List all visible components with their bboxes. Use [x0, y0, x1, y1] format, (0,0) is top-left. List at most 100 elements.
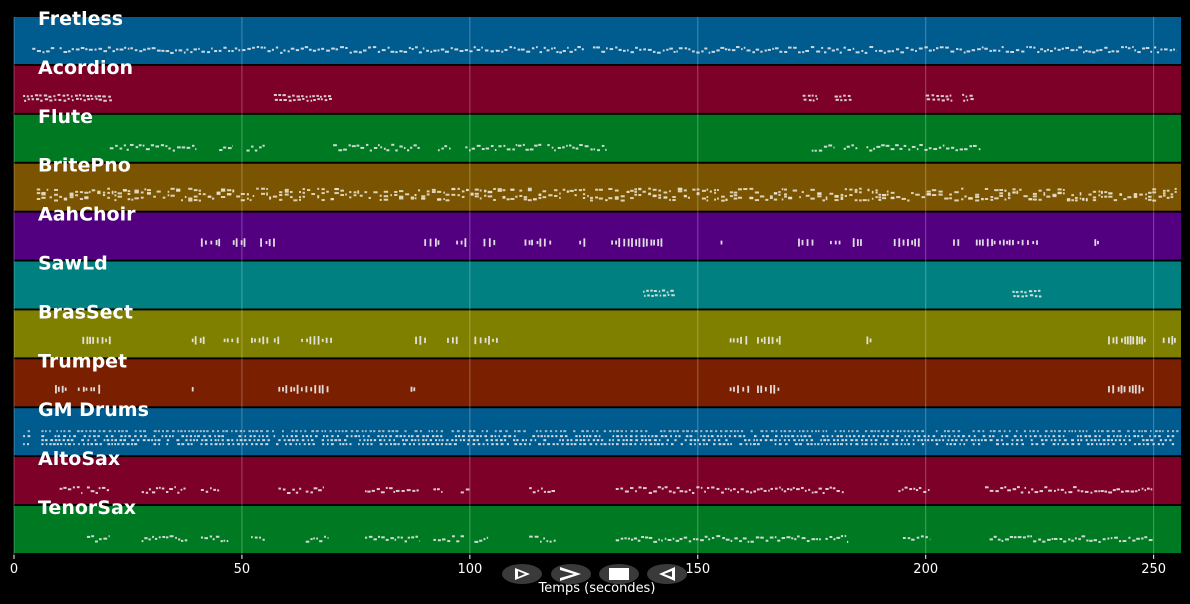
note-segment: [474, 336, 487, 345]
x-tick-label: 100: [457, 562, 482, 577]
note-segment: [191, 336, 205, 345]
track-label: GM Drums: [38, 399, 149, 421]
forward-button[interactable]: [551, 564, 591, 584]
button-background: [502, 564, 542, 584]
note-segment: [474, 536, 489, 543]
track-band-sawld: [14, 261, 1181, 309]
note-segment: [579, 238, 586, 247]
note-segment: [86, 486, 110, 494]
x-tick-label: 200: [913, 562, 938, 577]
x-tick-label: 150: [685, 562, 710, 577]
note-segment: [260, 238, 275, 247]
note-segment: [529, 487, 555, 494]
note-segment: [301, 336, 332, 345]
note-segment: [219, 144, 233, 152]
note-segment: [273, 93, 332, 102]
note-segment: [1012, 289, 1042, 298]
note-segment: [615, 486, 680, 494]
track-label: Flute: [38, 106, 93, 128]
track-label: BritePno: [38, 155, 131, 177]
note-segment: [59, 46, 584, 54]
note-segment: [77, 384, 101, 394]
note-segment: [729, 385, 750, 394]
note-segment: [757, 336, 781, 345]
x-tick-label: 0: [10, 562, 18, 577]
note-segment: [483, 238, 496, 247]
note-segment: [424, 238, 440, 247]
note-segment: [829, 240, 841, 245]
note-segment: [415, 335, 426, 345]
track-label: TenorSax: [38, 497, 136, 519]
button-background: [647, 564, 687, 584]
playback-controls: [502, 564, 687, 584]
notes-layer: [23, 45, 1179, 543]
track-label: SawLd: [38, 253, 108, 275]
note-segment: [488, 336, 498, 345]
note-segment: [456, 238, 467, 247]
note-segment: [989, 535, 1154, 543]
note-segment: [246, 144, 265, 152]
note-segment: [962, 93, 974, 102]
x-tick-label: 250: [1141, 562, 1166, 577]
track-label: Trumpet: [38, 350, 127, 372]
note-segment: [59, 486, 83, 494]
note-segment: [802, 94, 818, 102]
note-segment: [23, 93, 112, 102]
labels-layer: Fretless Acordion Flute BritePno AahChoir Saw…: [38, 8, 149, 519]
note-segment: [273, 336, 280, 345]
note-segment: [615, 535, 680, 543]
stop-button[interactable]: [599, 564, 639, 584]
note-segment: [524, 238, 552, 247]
play-button[interactable]: [502, 564, 542, 584]
stop-icon: [609, 568, 629, 580]
note-segment: [834, 94, 852, 102]
note-segment: [611, 238, 663, 248]
note-segment: [310, 384, 329, 394]
note-segment: [365, 486, 419, 494]
note-segment: [643, 289, 675, 297]
note-segment: [41, 430, 1179, 446]
note-segment: [433, 488, 443, 493]
note-segment: [720, 240, 723, 245]
note-segment: [902, 535, 931, 541]
note-segment: [278, 487, 302, 495]
note-segment: [109, 143, 197, 152]
x-axis-title: Temps (secondes): [538, 581, 656, 596]
note-segment: [410, 386, 416, 392]
tracks-layer: [14, 17, 1181, 553]
note-segment: [333, 143, 420, 152]
x-tick-label: 50: [234, 562, 251, 577]
note-segment: [825, 535, 849, 543]
note-segment: [36, 187, 1177, 202]
note-segment: [251, 336, 269, 345]
note-segment: [866, 143, 981, 152]
rewind-button[interactable]: [647, 564, 687, 584]
track-label: BrasSect: [38, 301, 133, 323]
note-segment: [1094, 239, 1099, 246]
note-segment: [729, 336, 748, 345]
track-label: AahChoir: [38, 204, 136, 226]
note-segment: [547, 144, 607, 152]
note-segment: [975, 238, 1038, 247]
note-segment: [798, 238, 814, 247]
note-segment: [843, 144, 858, 150]
note-segment: [984, 486, 1153, 494]
track-band-aahchoir: [14, 212, 1181, 260]
note-segment: [679, 535, 821, 543]
note-segment: [23, 430, 31, 446]
button-background: [551, 564, 591, 584]
note-segment: [757, 384, 780, 394]
note-segment: [925, 94, 953, 102]
note-segment: [82, 336, 111, 345]
track-label: Acordion: [38, 57, 133, 79]
note-segment: [86, 535, 110, 543]
note-segment: [141, 486, 186, 494]
note-segment: [893, 238, 920, 247]
note-segment: [898, 486, 930, 493]
note-segment: [437, 145, 451, 152]
note-segment: [465, 143, 542, 152]
note-segment: [200, 487, 220, 493]
grid-layer: [13, 17, 1155, 555]
note-segment: [1108, 384, 1144, 394]
track-label: AltoSax: [38, 448, 120, 470]
